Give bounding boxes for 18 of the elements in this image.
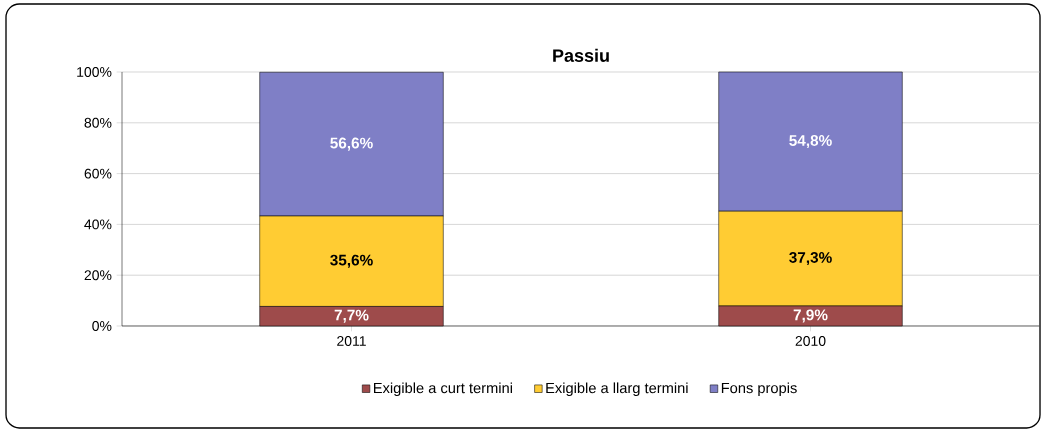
data-label: 54,8% [789,135,832,149]
y-tick-label: 60% [84,168,112,179]
legend-label: Exigible a llarg termini [546,382,688,397]
x-tick-label: 2010 [795,336,826,346]
data-label: 56,6% [330,137,373,151]
y-tick-label: 20% [84,270,112,281]
data-label: 37,3% [789,252,832,266]
legend-label: Exigible a curt termini [374,382,512,397]
y-tick-label: 100% [77,67,112,77]
y-tick-label: 80% [84,117,112,128]
y-tick-label: 0% [92,321,112,331]
data-label: 35,6% [330,254,373,268]
x-tick-label: 2011 [337,336,366,346]
y-tick-label: 40% [84,219,112,230]
data-label: 7,7% [334,309,369,323]
data-label: 7,9% [793,309,828,323]
chart-title: Passiu [553,48,609,62]
legend-label: Fons propis [721,382,797,397]
